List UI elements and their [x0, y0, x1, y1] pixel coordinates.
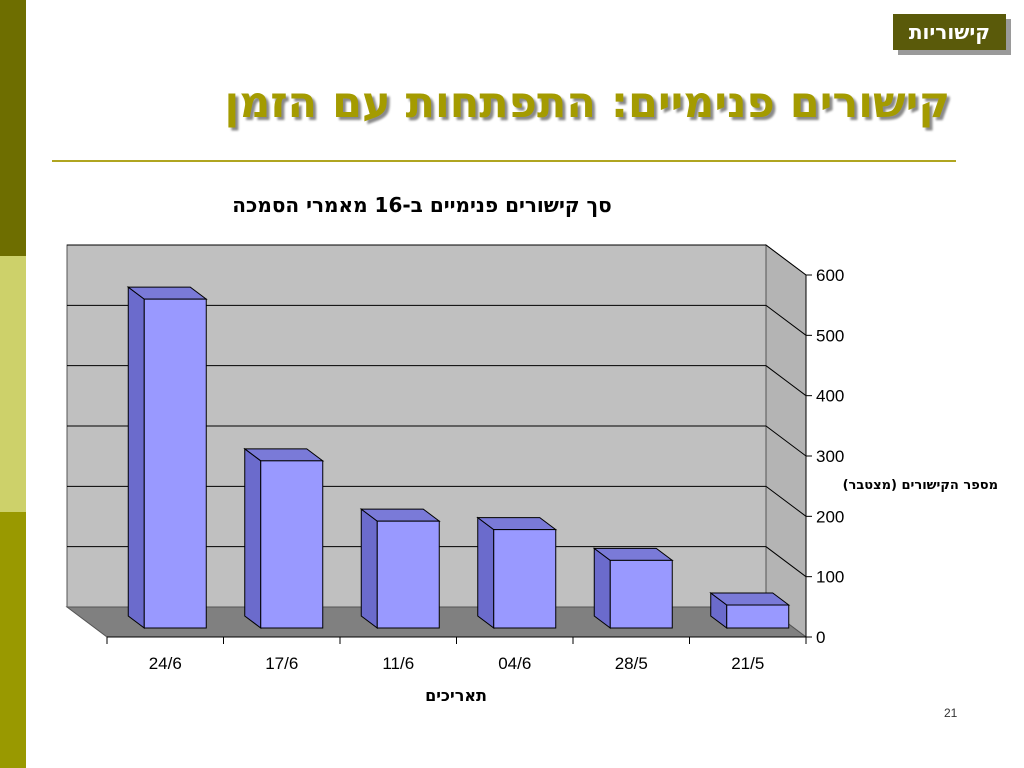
y-axis-title: מספר הקישורים (מצטבר) — [843, 478, 998, 493]
bar — [476, 516, 558, 629]
bar-side-face — [477, 516, 495, 629]
bar-side-face — [127, 286, 145, 629]
y-tick-label: 200 — [816, 507, 844, 526]
bar — [709, 592, 791, 629]
bar-front-face — [143, 298, 207, 629]
x-tick-label: 17/6 — [265, 654, 298, 673]
gridline — [67, 365, 807, 397]
bar-side-face — [244, 447, 262, 629]
gridline — [67, 304, 807, 336]
page-number: 21 — [944, 706, 958, 720]
y-tick-label: 100 — [816, 568, 844, 587]
x-axis-title: תאריכים — [425, 686, 487, 705]
x-tick-label: 24/6 — [149, 654, 182, 673]
bar — [243, 447, 325, 629]
side-bar-top-segment — [0, 0, 26, 256]
slide-title: קישורים פנימיים: התפתחות עם הזמן — [224, 78, 950, 128]
y-tick-label: 400 — [816, 387, 844, 406]
bar-front-face — [493, 529, 557, 629]
bar — [126, 286, 208, 629]
bar-front-face — [726, 604, 790, 629]
chart-title: סך קישורים פנימיים ב-16 מאמרי הסמכה — [232, 193, 611, 217]
bar — [359, 508, 441, 629]
x-tick-label: 28/5 — [615, 654, 648, 673]
bar — [592, 547, 674, 629]
bar-front-face — [260, 460, 324, 629]
bar-side-face — [360, 508, 378, 629]
y-tick-label: 500 — [816, 326, 844, 345]
side-bar-middle-segment — [0, 256, 26, 512]
gridline — [67, 425, 807, 457]
bar-front-face — [609, 559, 673, 629]
x-tick-label: 11/6 — [382, 654, 414, 673]
side-decoration-bar — [0, 0, 26, 768]
side-bar-bottom-segment — [0, 512, 26, 768]
x-tick-label: 21/5 — [731, 654, 764, 673]
y-tick-label: 0 — [816, 628, 825, 647]
gridline — [67, 244, 807, 276]
bar-side-face — [593, 547, 611, 629]
bar-front-face — [376, 520, 440, 629]
y-tick-label: 300 — [816, 447, 844, 466]
section-tag: קישוריות — [892, 14, 1006, 50]
y-tick-label: 600 — [816, 266, 844, 285]
title-divider — [52, 160, 956, 162]
x-tick-label: 04/6 — [498, 654, 531, 673]
